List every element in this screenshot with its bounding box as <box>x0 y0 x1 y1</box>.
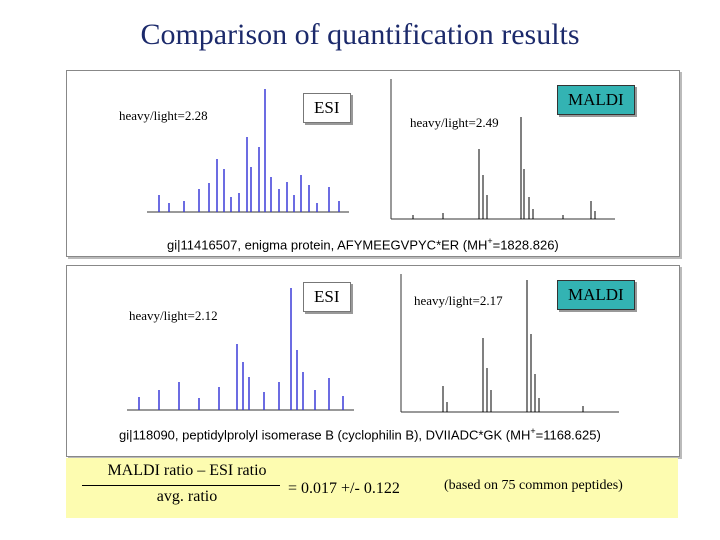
esi-ratio-label-2: heavy/light=2.12 <box>129 308 218 323</box>
formula-box: MALDI ratio – ESI ratio avg. ratio = 0.0… <box>66 458 678 518</box>
esi-tag-1: ESI <box>303 93 351 123</box>
esi-tag-2: ESI <box>303 282 351 312</box>
maldi-tag-2: MALDI <box>557 280 635 310</box>
esi-spectrum-2 <box>127 288 354 411</box>
maldi-ratio-label-1: heavy/light=2.49 <box>410 115 499 130</box>
formula-numerator: MALDI ratio – ESI ratio <box>107 462 267 479</box>
caption-1-sup: + <box>487 236 493 246</box>
formula-note: (based on 75 common peptides) <box>444 478 623 493</box>
maldi-spectrum-1 <box>390 79 615 220</box>
peptide-caption-2: gi|118090, peptidylprolyl isomerase B (c… <box>119 426 601 442</box>
maldi-ratio-label-2: heavy/light=2.17 <box>414 293 503 308</box>
caption-1-prefix: gi|11416507, enigma protein, AFYMEEGVPYC… <box>167 237 488 253</box>
comparison-panel-2: heavy/light=2.12 ESI heavy/light=2.17 MA… <box>66 265 680 457</box>
slide-title: Comparison of quantification results <box>140 18 580 51</box>
fraction-bar <box>82 485 280 486</box>
caption-2-suffix: =1168.625) <box>535 427 601 443</box>
peptide-caption-1: gi|11416507, enigma protein, AFYMEEGVPYC… <box>167 236 559 252</box>
formula-denominator: avg. ratio <box>156 488 218 505</box>
caption-2-prefix: gi|118090, peptidylprolyl isomerase B (c… <box>119 427 531 443</box>
esi-ratio-label-1: heavy/light=2.28 <box>119 108 208 123</box>
caption-2-sup: + <box>530 426 536 436</box>
formula-result: = 0.017 +/- 0.122 <box>288 480 400 497</box>
maldi-tag-1: MALDI <box>557 85 635 115</box>
caption-1-suffix: =1828.826) <box>492 237 559 253</box>
maldi-spectrum-2 <box>400 274 619 413</box>
esi-spectrum-1 <box>147 89 349 213</box>
comparison-panel-1: heavy/light=2.28 ESI heavy/light=2.49 MA… <box>66 70 680 257</box>
